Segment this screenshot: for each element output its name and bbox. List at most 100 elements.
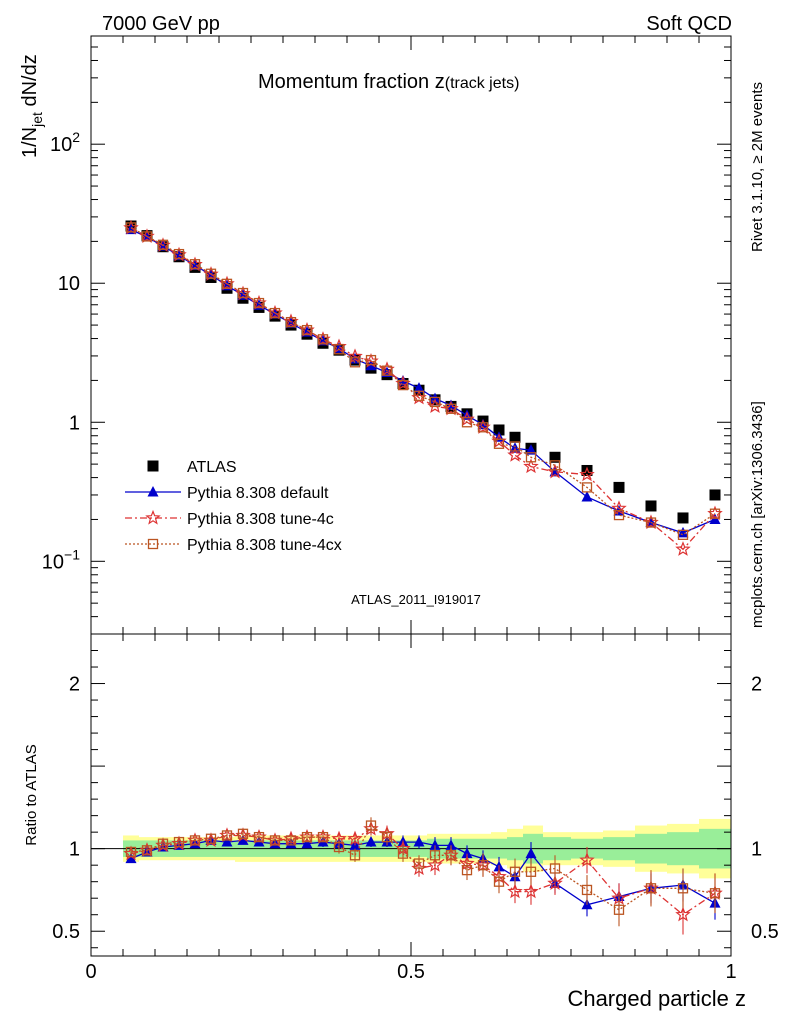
top-data-point [429, 396, 441, 408]
ratio-data-point [427, 857, 443, 872]
top-y-tick-label-base: 10 [58, 273, 80, 295]
ratio-data-point [709, 888, 721, 899]
x-tick-label: 1 [725, 961, 736, 983]
legend-marker [147, 486, 159, 497]
ratio-data-point [237, 834, 249, 845]
ratio-data-point [677, 883, 689, 894]
top-data-point [581, 464, 593, 476]
ratio-data-point [347, 830, 363, 846]
top-data-point [579, 466, 595, 482]
top-data-point [709, 508, 721, 519]
top-data-point [141, 231, 153, 242]
ratio-data-point [549, 863, 561, 874]
top-data-point [189, 259, 201, 270]
top-data-point [477, 418, 489, 430]
ratio-data-point [381, 831, 393, 843]
top-ylabel: 1/Njet dN/dz [19, 54, 45, 158]
ratio-data-point [429, 850, 441, 861]
top-data-point [709, 489, 721, 501]
ratio-data-point [429, 839, 441, 850]
legend: ATLAS Pythia 8.308 default Pythia 8.308 tu… [125, 459, 342, 554]
main-title-text: Momentum fraction z [258, 71, 445, 93]
header-left: 7000 GeV pp [102, 13, 220, 35]
ratio-data-point [173, 836, 185, 848]
top-data-point [677, 529, 689, 540]
ratio-data-point [445, 850, 457, 861]
top-data-point [349, 357, 361, 368]
ratio-data-point [189, 835, 201, 846]
ratio-data-point [205, 833, 217, 844]
top-data-point [237, 287, 249, 299]
top-ylabel-main: 1/N [19, 127, 41, 158]
top-data-point [509, 431, 521, 443]
ratio-y-tick-label: 1 [69, 839, 80, 861]
ratio-data-point [333, 841, 345, 853]
ratio-data-point [547, 875, 563, 890]
ratio-ylabel: Ratio to ATLAS [23, 744, 40, 845]
legend-label: ATLAS [187, 459, 237, 476]
top-data-point [301, 324, 313, 336]
ratio-data-point [397, 848, 409, 859]
top-data-point [285, 317, 297, 328]
top-data-point [581, 491, 593, 502]
top-data-point [677, 512, 689, 524]
top-data-point [221, 278, 233, 289]
analysis-id: ATLAS_2011_I919017 [351, 592, 481, 607]
bottom-y-tick-labels: 2 2 1 1 0.5 0.5 [52, 674, 779, 944]
ratio-data-point [157, 838, 169, 849]
top-data-point [205, 268, 217, 279]
ratio-data-point [613, 904, 625, 915]
top-y-tick-label: 10−1 [42, 546, 80, 573]
top-data-point [333, 342, 345, 353]
top-y-tick-label-base: 10 [50, 134, 72, 156]
ratio-data-point [493, 876, 505, 887]
top-data-point [413, 390, 425, 401]
ratio-y-tick-label-right: 2 [751, 674, 762, 696]
legend-label: Pythia 8.308 tune-4cx [187, 537, 342, 554]
top-data-point [269, 307, 281, 319]
top-data-point [365, 354, 377, 366]
legend-label: Pythia 8.308 tune-4c [187, 511, 334, 528]
top-data-point [645, 500, 657, 512]
top-data-point [493, 438, 505, 449]
top-data-point [611, 500, 627, 516]
top-ylabel-subscript: jet [29, 112, 45, 128]
main-title-subscript: (track jets) [445, 75, 520, 92]
top-y-tick-label-exponent: −1 [64, 546, 80, 562]
top-y-tick-label: 102 [50, 129, 80, 156]
x-axis-label: Charged particle z [567, 986, 746, 1011]
ratio-data-point [349, 850, 361, 861]
top-data-point [461, 417, 473, 428]
top-series-group [125, 220, 721, 524]
top-data-point [285, 316, 297, 328]
ratio-data-point [645, 883, 657, 894]
ratio-data-point [125, 852, 137, 864]
ratio-data-point [253, 831, 265, 843]
top-data-point [549, 451, 561, 463]
ratio-series-layer [123, 817, 723, 935]
top-data-point [157, 239, 169, 250]
top-ylabel-tail: dN/dz [19, 54, 41, 112]
top-data-point [173, 248, 185, 260]
ratio-data-point [509, 866, 521, 877]
ratio-data-point [445, 839, 457, 850]
top-data-point [613, 509, 625, 521]
ratio-data-point [413, 836, 425, 847]
top-series-group [125, 222, 721, 540]
top-data-point [525, 444, 537, 455]
ratio-data-point [125, 846, 137, 858]
top-data-point [445, 403, 457, 414]
ratio-data-point [237, 828, 249, 839]
ratio-data-point [285, 835, 297, 846]
top-y-tick-label: 1 [69, 412, 80, 434]
ratio-data-point [365, 836, 377, 847]
top-data-point [507, 447, 523, 462]
top-data-point [675, 541, 691, 556]
top-data-point [333, 344, 345, 355]
top-data-point [525, 452, 537, 463]
top-data-point [477, 422, 489, 433]
ratio-data-point [365, 820, 377, 831]
ratio-data-point [301, 837, 313, 849]
